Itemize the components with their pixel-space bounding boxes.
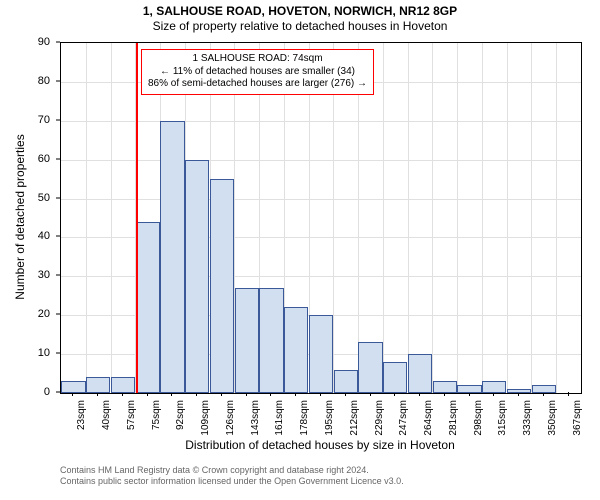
histogram-bar (482, 381, 506, 393)
plot-area: 1 SALHOUSE ROAD: 74sqm← 11% of detached … (60, 42, 582, 394)
x-tick-label: 126sqm (225, 400, 236, 436)
x-tick-label: 229sqm (374, 400, 385, 436)
histogram-bar (457, 385, 481, 393)
histogram-bar (532, 385, 556, 393)
x-tick-label: 92sqm (175, 400, 186, 430)
annotation-line-3: 86% of semi-detached houses are larger (… (148, 78, 367, 91)
x-tick-label: 264sqm (423, 400, 434, 436)
y-tick-label: 50 (38, 192, 50, 204)
histogram-bar (284, 307, 308, 393)
x-tick-label: 161sqm (274, 400, 285, 436)
histogram-bar (358, 342, 382, 393)
x-tick-label: 281sqm (448, 400, 459, 436)
chart-container: 1, SALHOUSE ROAD, HOVETON, NORWICH, NR12… (0, 0, 600, 500)
y-tick-label: 70 (38, 114, 50, 126)
histogram-bar (160, 121, 184, 393)
x-tick-label: 212sqm (349, 400, 360, 436)
y-axis-ticks: 0102030405060708090 (0, 42, 56, 392)
histogram-bar (185, 160, 209, 393)
x-tick-label: 23sqm (76, 400, 87, 430)
chart-subtitle: Size of property relative to detached ho… (0, 19, 600, 33)
histogram-bar (433, 381, 457, 393)
y-tick-label: 90 (38, 36, 50, 48)
attribution-line-1: Contains HM Land Registry data © Crown c… (60, 465, 580, 476)
x-tick-label: 40sqm (101, 400, 112, 430)
x-tick-label: 315sqm (497, 400, 508, 436)
histogram-bar (111, 377, 135, 393)
x-tick-label: 367sqm (572, 400, 583, 436)
annotation-line-2: ← 11% of detached houses are smaller (34… (148, 66, 367, 79)
x-tick-label: 333sqm (522, 400, 533, 436)
y-tick-label: 40 (38, 230, 50, 242)
y-tick-label: 0 (44, 386, 50, 398)
histogram-bar (383, 362, 407, 393)
y-tick-label: 30 (38, 269, 50, 281)
attribution-line-2: Contains public sector information licen… (60, 476, 580, 487)
x-tick-label: 75sqm (151, 400, 162, 430)
histogram-bar (136, 222, 160, 393)
histogram-bar (309, 315, 333, 393)
histogram-bar (86, 377, 110, 393)
y-tick-label: 10 (38, 347, 50, 359)
y-tick-label: 20 (38, 308, 50, 320)
histogram-bar (334, 370, 358, 393)
x-tick-label: 143sqm (250, 400, 261, 436)
bars-layer (61, 43, 581, 393)
chart-title: 1, SALHOUSE ROAD, HOVETON, NORWICH, NR12… (0, 0, 600, 18)
x-tick-label: 195sqm (324, 400, 335, 436)
histogram-bar (408, 354, 432, 393)
y-tick-label: 60 (38, 153, 50, 165)
x-tick-label: 109sqm (200, 400, 211, 436)
x-tick-label: 57sqm (126, 400, 137, 430)
x-tick-label: 350sqm (547, 400, 558, 436)
annotation-box: 1 SALHOUSE ROAD: 74sqm← 11% of detached … (141, 49, 374, 95)
attribution-block: Contains HM Land Registry data © Crown c… (60, 465, 580, 488)
histogram-bar (210, 179, 234, 393)
histogram-bar (507, 389, 531, 393)
histogram-bar (259, 288, 283, 393)
histogram-bar (235, 288, 259, 393)
y-tick-label: 80 (38, 75, 50, 87)
highlight-line (136, 43, 138, 393)
histogram-bar (61, 381, 85, 393)
annotation-line-1: 1 SALHOUSE ROAD: 74sqm (148, 53, 367, 66)
x-tick-label: 298sqm (473, 400, 484, 436)
x-tick-label: 178sqm (299, 400, 310, 436)
x-tick-label: 247sqm (398, 400, 409, 436)
x-axis-label: Distribution of detached houses by size … (60, 438, 580, 452)
